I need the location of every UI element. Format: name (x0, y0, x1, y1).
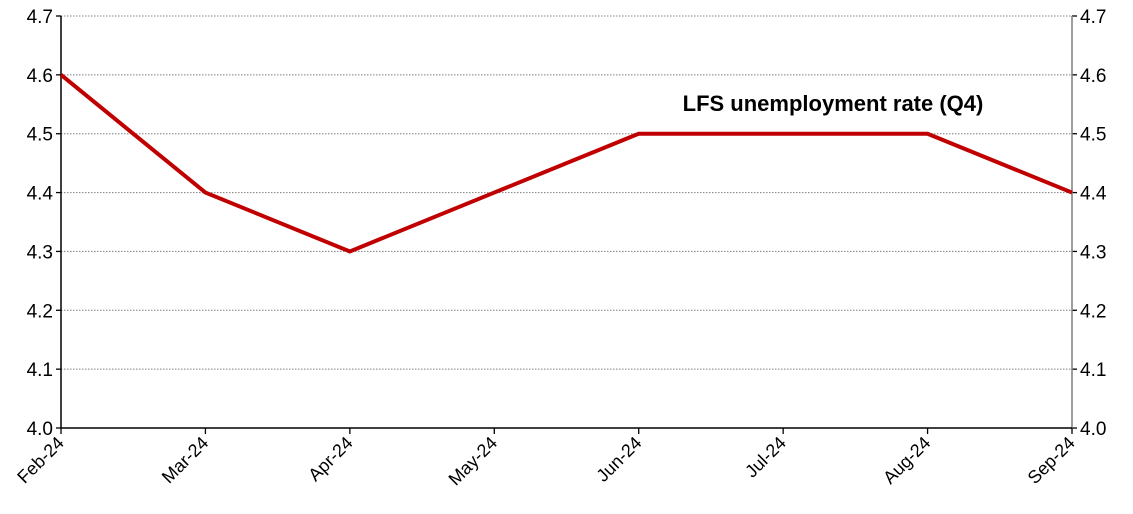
series (59, 73, 1073, 254)
y-tick-label-left: 4.7 (27, 7, 53, 28)
y-tick-label-left: 4.0 (27, 419, 53, 440)
y-tick-label-right: 4.4 (1080, 184, 1107, 205)
y-tick-label-right: 4.3 (1080, 242, 1106, 263)
tick-labels: 4.0 4.0 4.1 4.1 4.2 4.2 4.3 4.3 4.4 4.4 4.5 4.5 4.6 4… (13, 7, 1106, 489)
gridlines (61, 15, 1072, 370)
x-tick-label: Mar-24 (158, 433, 212, 487)
x-tick-label: Apr-24 (304, 433, 356, 485)
y-tick-label-right: 4.2 (1080, 301, 1106, 322)
x-tick-label: Aug-24 (879, 433, 934, 488)
x-tick-label: May-24 (445, 433, 502, 490)
x-tick-label: Jun-24 (592, 433, 645, 486)
axes (56, 15, 1077, 434)
y-tick-label-right: 4.6 (1080, 66, 1106, 87)
series-annotation: LFS unemployment rate (Q4) (683, 91, 984, 116)
y-tick-label-right: 4.0 (1080, 419, 1106, 440)
x-tick-label: Jul-24 (741, 433, 790, 482)
y-tick-label-left: 4.5 (27, 125, 53, 146)
y-tick-label-left: 4.6 (27, 66, 53, 87)
y-tick-label-right: 4.7 (1080, 7, 1106, 28)
x-tick-label: Sep-24 (1024, 433, 1079, 488)
y-tick-label-left: 4.3 (27, 242, 53, 263)
x-tick-label: Feb-24 (13, 433, 67, 487)
y-tick-label-left: 4.2 (27, 301, 53, 322)
y-tick-label-left: 4.4 (27, 184, 54, 205)
series-line (59, 73, 1073, 254)
y-tick-label-right: 4.1 (1080, 360, 1106, 381)
y-tick-label-right: 4.5 (1080, 125, 1106, 146)
y-tick-label-left: 4.1 (27, 360, 53, 381)
